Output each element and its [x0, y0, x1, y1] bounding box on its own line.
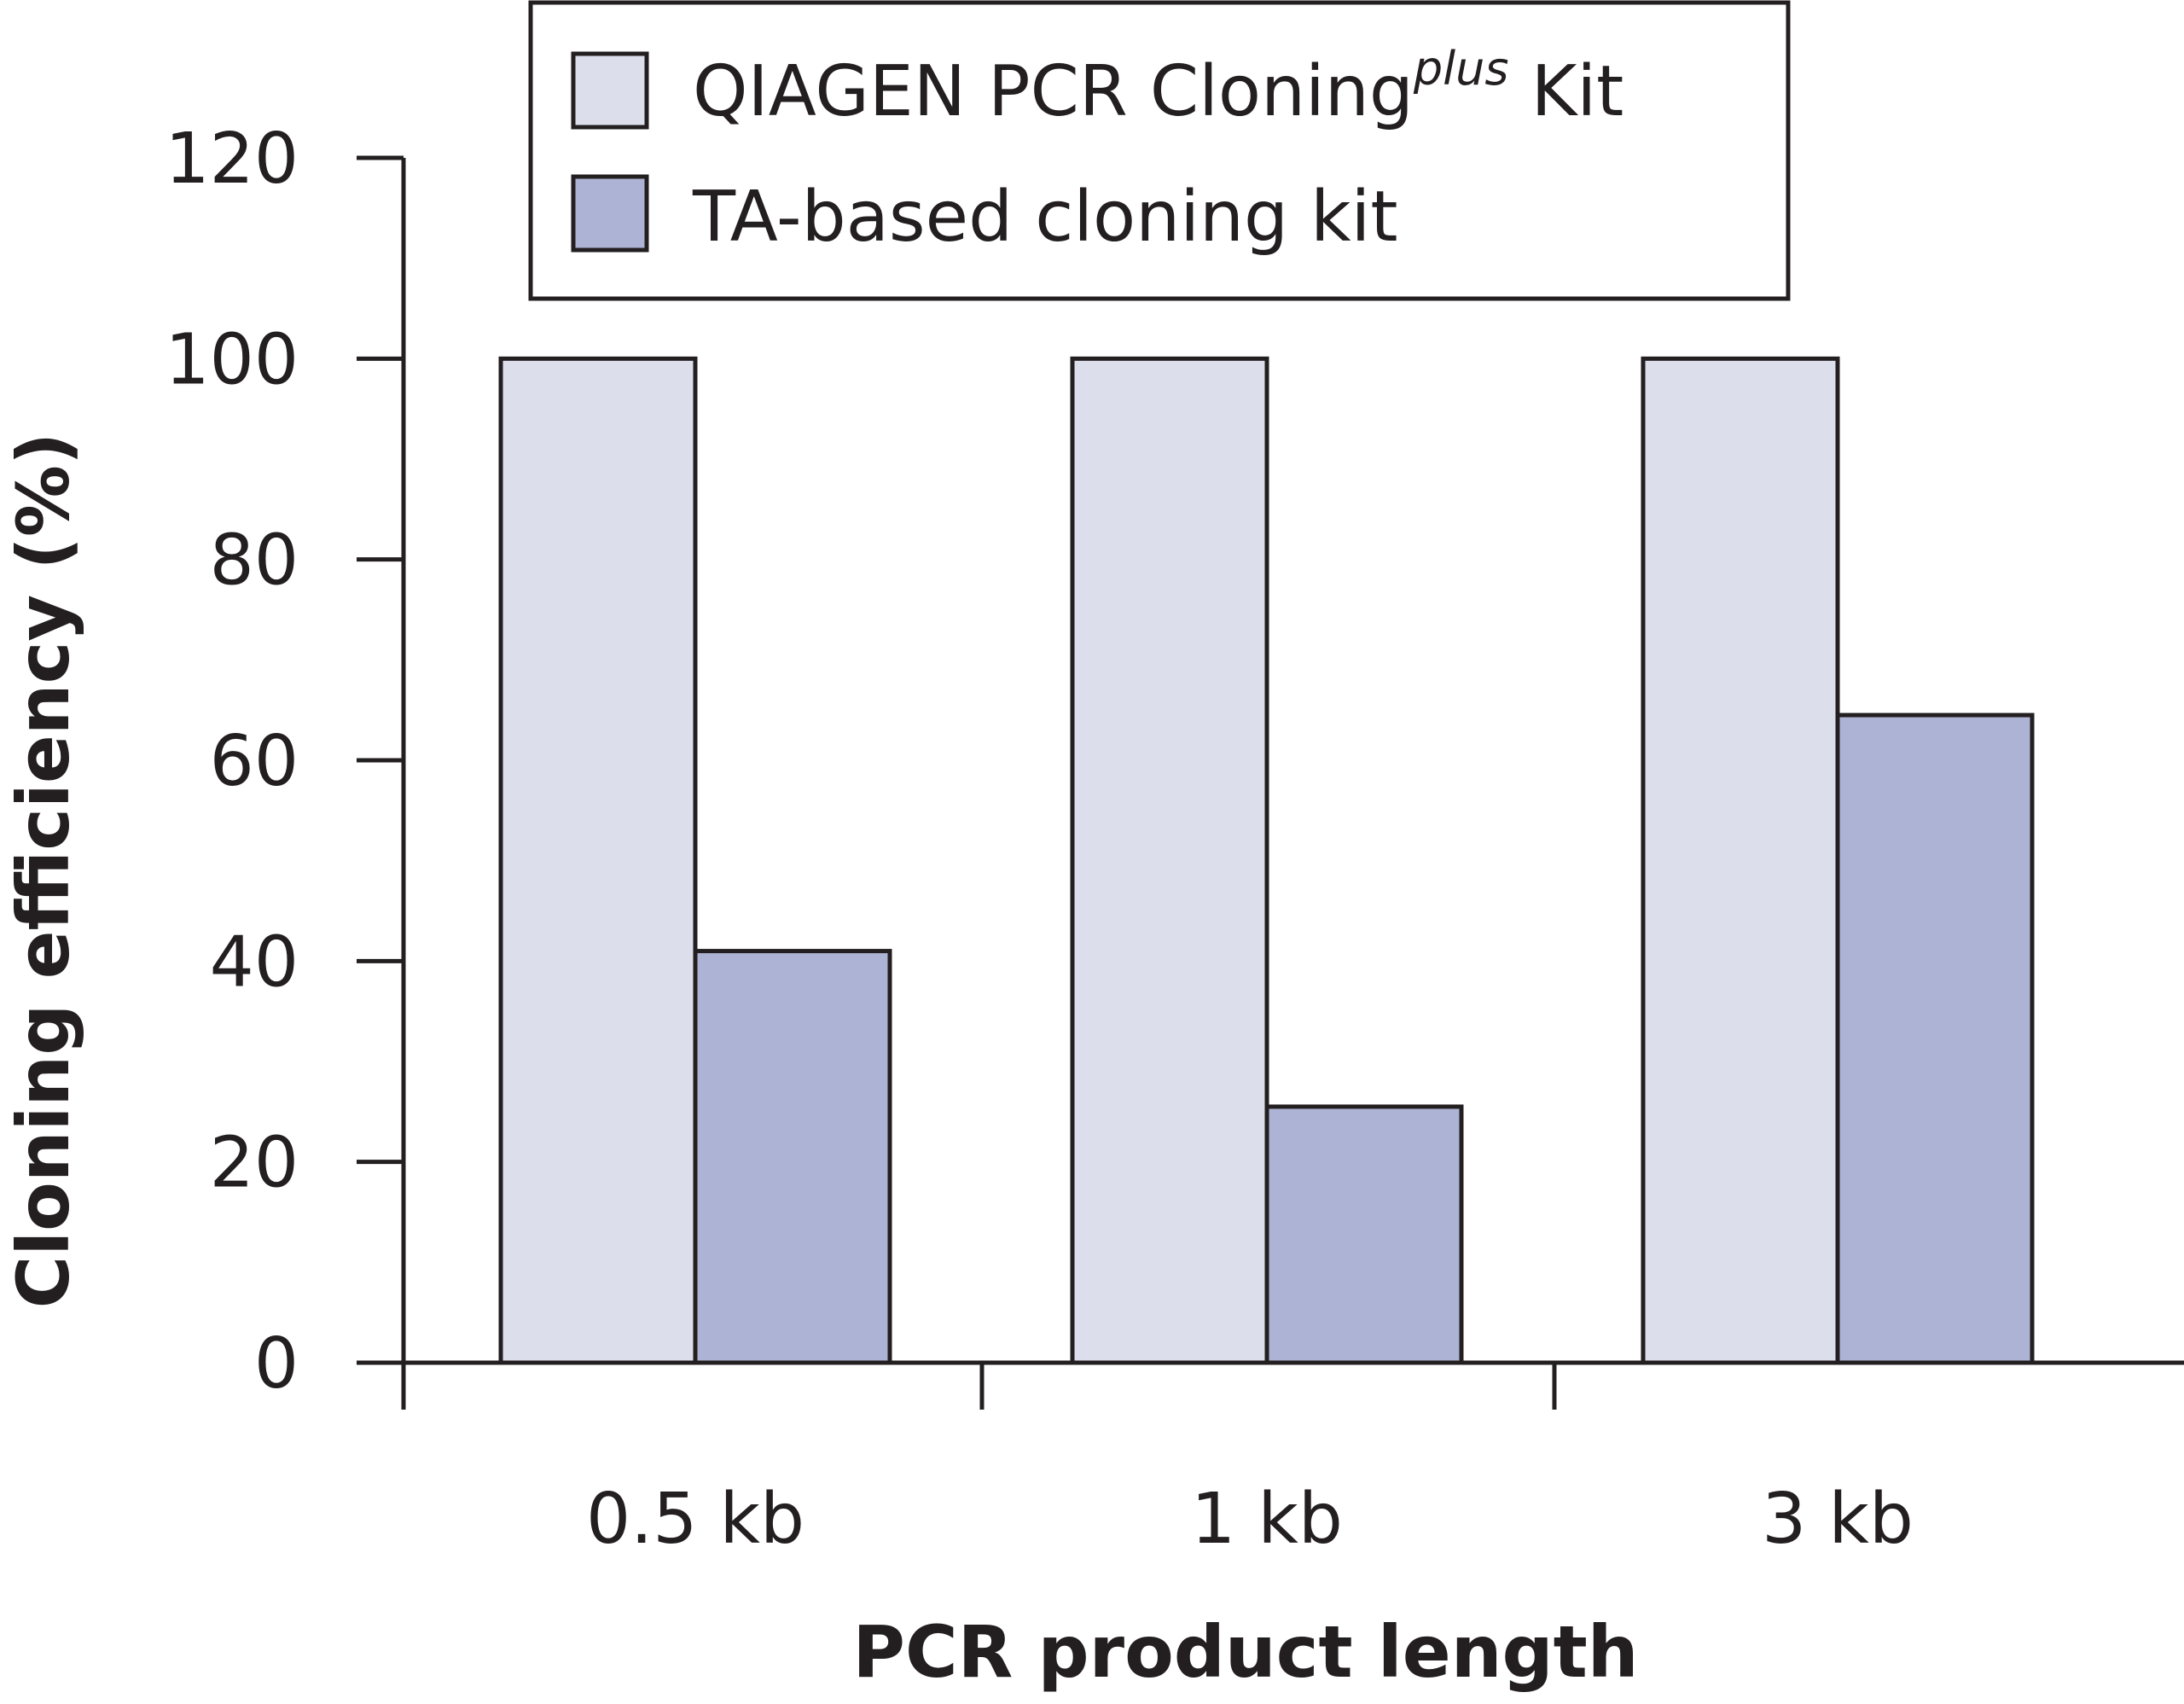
y-tick-label: 100: [165, 319, 299, 400]
y-ticks-group: 0 20 40 60 80 100 120: [165, 119, 404, 1404]
x-tick-label: 1 kb: [1191, 1479, 1343, 1560]
bars-group: [498, 356, 2035, 1365]
y-tick-label: 20: [210, 1123, 299, 1204]
bar-ta-based-3kb: [1835, 712, 2035, 1365]
axes-group: [357, 158, 2184, 1410]
legend: QIAGEN PCR Cloningplus Kit TA-based clon…: [528, 0, 1791, 301]
bar-qiagen-0-5kb: [498, 356, 698, 1365]
legend-swatch-qiagen: [571, 51, 649, 130]
legend-label-qiagen-superscript: plus: [1413, 42, 1509, 96]
y-tick-label: 60: [210, 721, 299, 802]
y-axis-title: Cloning efficiency (%): [2, 433, 85, 1309]
legend-label-ta: TA-based cloning kit: [692, 177, 1398, 258]
x-tick-label: 0.5 kb: [586, 1479, 804, 1560]
x-ticks-group: 0.5 kb 1 kb 3 kb: [401, 1363, 1914, 1560]
y-tick-label: 120: [165, 119, 299, 200]
y-tick-label: 0: [254, 1323, 299, 1404]
legend-label-qiagen-main: QIAGEN PCR Cloning: [693, 51, 1414, 132]
y-tick-label: 40: [210, 922, 299, 1003]
legend-label-qiagen: QIAGEN PCR Cloningplus Kit: [693, 42, 1623, 132]
bar-qiagen-3kb: [1641, 356, 1840, 1365]
y-tick-label: 80: [210, 521, 299, 602]
legend-swatch-ta: [571, 174, 649, 253]
legend-label-qiagen-suffix: Kit: [1509, 51, 1624, 132]
bar-ta-based-1kb: [1264, 1104, 1464, 1365]
x-axis-title: PCR product length: [852, 1610, 1638, 1694]
bar-ta-based-0-5kb: [693, 949, 892, 1365]
legend-box: [528, 0, 1791, 301]
x-tick-label: 3 kb: [1762, 1479, 1914, 1560]
bar-qiagen-1kb: [1070, 356, 1269, 1365]
